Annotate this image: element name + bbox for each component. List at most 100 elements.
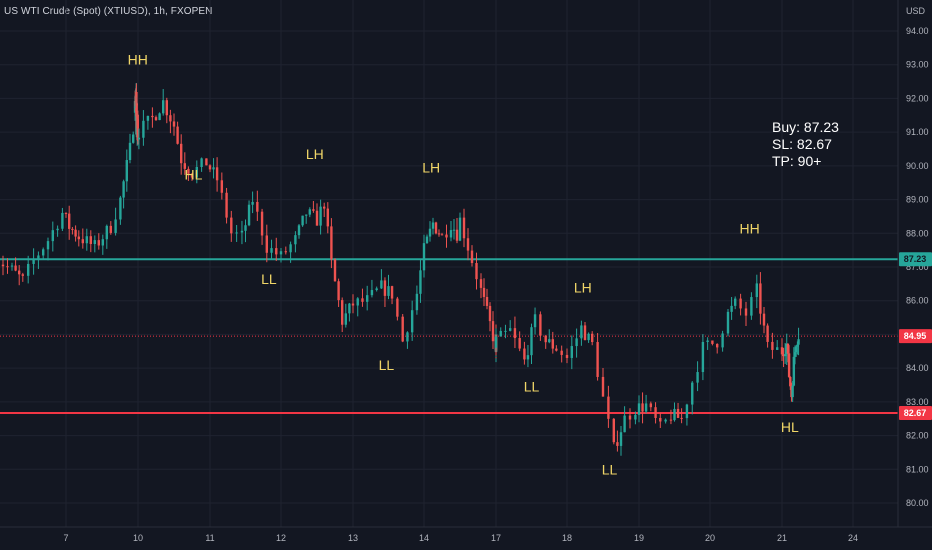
- candle-body: [560, 350, 563, 355]
- candle-body: [755, 283, 758, 298]
- candle-body: [491, 321, 495, 342]
- candle-body: [759, 283, 762, 314]
- candle-body: [225, 192, 228, 218]
- candle-body: [706, 340, 709, 342]
- y-tick-label: 80.00: [906, 498, 929, 508]
- candle-body: [312, 209, 315, 211]
- candle-body: [482, 287, 486, 297]
- buy-level-tag-label: 87.23: [904, 254, 927, 264]
- candle-body: [230, 217, 233, 234]
- candle-body: [212, 167, 215, 170]
- candle-body: [580, 325, 583, 339]
- candle-body: [513, 328, 517, 339]
- x-tick-label: 11: [205, 533, 214, 543]
- candle-body: [669, 419, 673, 421]
- candle-body: [51, 230, 54, 242]
- y-tick-label: 88.00: [906, 228, 929, 238]
- candle-body: [323, 206, 326, 209]
- candle-body: [673, 408, 676, 421]
- candle-body: [158, 113, 161, 121]
- candle-body: [142, 120, 145, 138]
- candle-body: [244, 225, 247, 231]
- candle-body: [607, 396, 610, 419]
- candle-body: [154, 117, 158, 121]
- candle-body: [97, 240, 100, 246]
- swing-label-lh: LH: [422, 160, 440, 176]
- candle-body: [526, 355, 530, 360]
- candle-body: [533, 314, 537, 328]
- candle-body: [132, 134, 135, 143]
- current-price-tag-label: 84.95: [904, 331, 927, 341]
- candle-body: [74, 229, 77, 237]
- candle-body: [180, 143, 183, 164]
- candle-body: [390, 286, 394, 299]
- candle-body: [122, 181, 125, 198]
- candle-body: [341, 300, 344, 325]
- candle-body: [240, 230, 244, 233]
- candle-body: [744, 308, 748, 316]
- candle-body: [136, 128, 140, 140]
- candle-body: [37, 255, 40, 260]
- candle-body: [434, 222, 438, 234]
- candle-body: [792, 356, 796, 386]
- candle-body: [641, 403, 644, 412]
- candle-body: [676, 408, 680, 418]
- swing-label-lh: LH: [574, 279, 592, 295]
- candle-body: [795, 346, 798, 353]
- candle-body: [539, 314, 542, 336]
- candle-body: [479, 279, 483, 288]
- candle-body: [462, 217, 466, 239]
- candle-body: [56, 228, 59, 231]
- candle-body: [570, 346, 573, 358]
- x-tick-label: 19: [634, 533, 644, 543]
- candle-body: [637, 403, 641, 415]
- candle-body: [619, 432, 623, 446]
- candle-body: [523, 348, 526, 360]
- candle-body: [494, 336, 498, 341]
- candle-body: [750, 297, 753, 316]
- candle-body: [284, 251, 287, 253]
- candle-body: [151, 115, 154, 118]
- candle-body: [437, 233, 441, 235]
- buy-level-tag: [899, 252, 932, 267]
- candle-body: [458, 217, 462, 241]
- candle-body: [591, 333, 594, 343]
- candle-body: [739, 298, 742, 309]
- candle-body: [583, 325, 587, 341]
- candle-body: [782, 354, 785, 357]
- candle-body: [601, 376, 605, 397]
- candle-body: [680, 417, 683, 419]
- candle-body: [89, 236, 92, 244]
- trade-note-line: TP: 90+: [772, 153, 821, 169]
- candle-body: [375, 288, 378, 291]
- candle-body: [71, 228, 74, 230]
- y-tick-label: 89.00: [906, 195, 929, 205]
- candle-body: [548, 339, 551, 343]
- candle-body: [776, 347, 779, 350]
- candle-body: [711, 340, 714, 344]
- x-tick-label: 24: [848, 533, 858, 543]
- candle-body: [279, 251, 283, 255]
- candle-body: [488, 305, 492, 322]
- candle-body: [330, 226, 333, 260]
- candle-body: [18, 270, 21, 275]
- candle-body: [337, 281, 340, 301]
- candle-body: [422, 243, 426, 271]
- candle-body: [431, 222, 435, 229]
- candle-body: [85, 236, 88, 244]
- candle-body: [326, 208, 329, 227]
- candle-body: [205, 158, 208, 166]
- candle-body: [565, 354, 569, 358]
- swing-label-ll: LL: [524, 379, 540, 395]
- candle-body: [766, 325, 769, 342]
- candle-body: [786, 343, 790, 354]
- trade-note-line: Buy: 87.23: [772, 119, 839, 135]
- candle-body: [68, 213, 71, 229]
- candle-body: [623, 415, 626, 433]
- swing-label-ll: LL: [379, 357, 395, 373]
- candle-body: [361, 298, 364, 302]
- candle-body: [200, 158, 203, 168]
- candle-body: [297, 225, 301, 236]
